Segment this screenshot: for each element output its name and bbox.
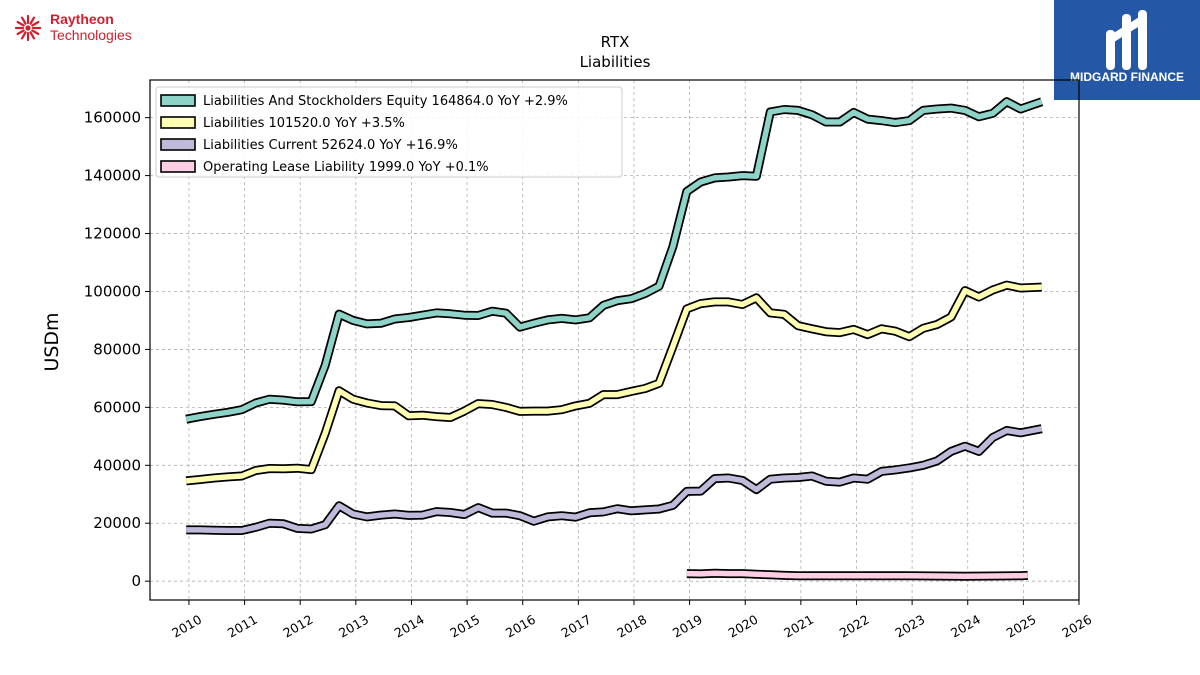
chart-subtitle: Liabilities — [580, 53, 651, 71]
x-tick-label: 2026 — [1059, 612, 1094, 641]
y-tick-label: 20000 — [93, 514, 141, 532]
x-tick-label: 2015 — [447, 612, 482, 641]
x-tick-label: 2025 — [1004, 612, 1039, 641]
y-tick-label: 60000 — [93, 398, 141, 416]
x-tick-label: 2011 — [225, 612, 260, 641]
axes: 2010 2011 2012 2013 2014 2015 2016 2017 2018 2019… — [84, 109, 1095, 641]
x-tick-label: 2018 — [614, 612, 649, 641]
series-line-3 — [186, 424, 1043, 535]
series-line-4 — [686, 568, 1028, 581]
y-tick-label: 160000 — [84, 109, 141, 127]
y-tick-label: 100000 — [84, 282, 141, 300]
x-tick-label: 2021 — [781, 612, 816, 641]
legend-swatch — [160, 116, 196, 129]
y-tick-label: 120000 — [84, 225, 141, 243]
series-lines — [185, 97, 1044, 581]
series-line-1 — [185, 97, 1044, 424]
legend-item: Liabilities And Stockholders Equity 1648… — [160, 94, 568, 109]
legend-label: Liabilities 101520.0 YoY +3.5% — [203, 116, 405, 131]
legend-swatch — [160, 138, 196, 151]
y-tick-label: 0 — [131, 572, 141, 590]
x-tick-label: 2016 — [503, 612, 538, 641]
y-tick-label: 40000 — [93, 456, 141, 474]
y-axis-label: USDm — [41, 312, 63, 371]
legend-label: Liabilities Current 52624.0 YoY +16.9% — [203, 138, 458, 153]
x-tick-label: 2012 — [280, 612, 315, 641]
series-line-2 — [185, 280, 1042, 486]
plot-frame — [149, 79, 1080, 601]
x-tick-label: 2017 — [559, 612, 594, 641]
legend: Liabilities And Stockholders Equity 1648… — [155, 86, 623, 178]
x-tick-label: 2013 — [336, 612, 371, 641]
legend-box — [155, 86, 623, 178]
legend-label: Liabilities And Stockholders Equity 1648… — [203, 94, 568, 109]
legend-item: Liabilities Current 52624.0 YoY +16.9% — [160, 138, 458, 153]
y-tick-label: 140000 — [84, 167, 141, 185]
x-tick-label: 2014 — [392, 612, 427, 641]
x-tick-label: 2023 — [892, 612, 927, 641]
x-tick-label: 2020 — [725, 612, 760, 641]
logo-line2: Technologies — [50, 27, 132, 43]
legend-swatch — [160, 94, 196, 107]
raytheon-technologies-logo: Raytheon Technologies — [14, 11, 132, 43]
x-tick-label: 2022 — [837, 612, 872, 641]
legend-item: Operating Lease Liability 1999.0 YoY +0.… — [160, 160, 489, 175]
y-tick-label: 80000 — [93, 340, 141, 358]
legend-swatch — [160, 160, 196, 173]
x-tick-label: 2010 — [169, 612, 204, 641]
logo-right-text: MIDGARD FINANCE — [1070, 70, 1184, 84]
chart-title: RTX — [601, 33, 630, 51]
midgard-finance-logo: MIDGARD FINANCE — [1054, 0, 1200, 100]
legend-label: Operating Lease Liability 1999.0 YoY +0.… — [203, 160, 489, 175]
midgard-m-icon: MIDGARD FINANCE — [1070, 10, 1184, 84]
logo-line1: Raytheon — [50, 11, 114, 27]
raytheon-star-icon — [14, 14, 42, 42]
x-tick-label: 2019 — [670, 612, 705, 641]
legend-item: Liabilities 101520.0 YoY +3.5% — [160, 116, 405, 131]
x-tick-label: 2024 — [948, 612, 983, 641]
